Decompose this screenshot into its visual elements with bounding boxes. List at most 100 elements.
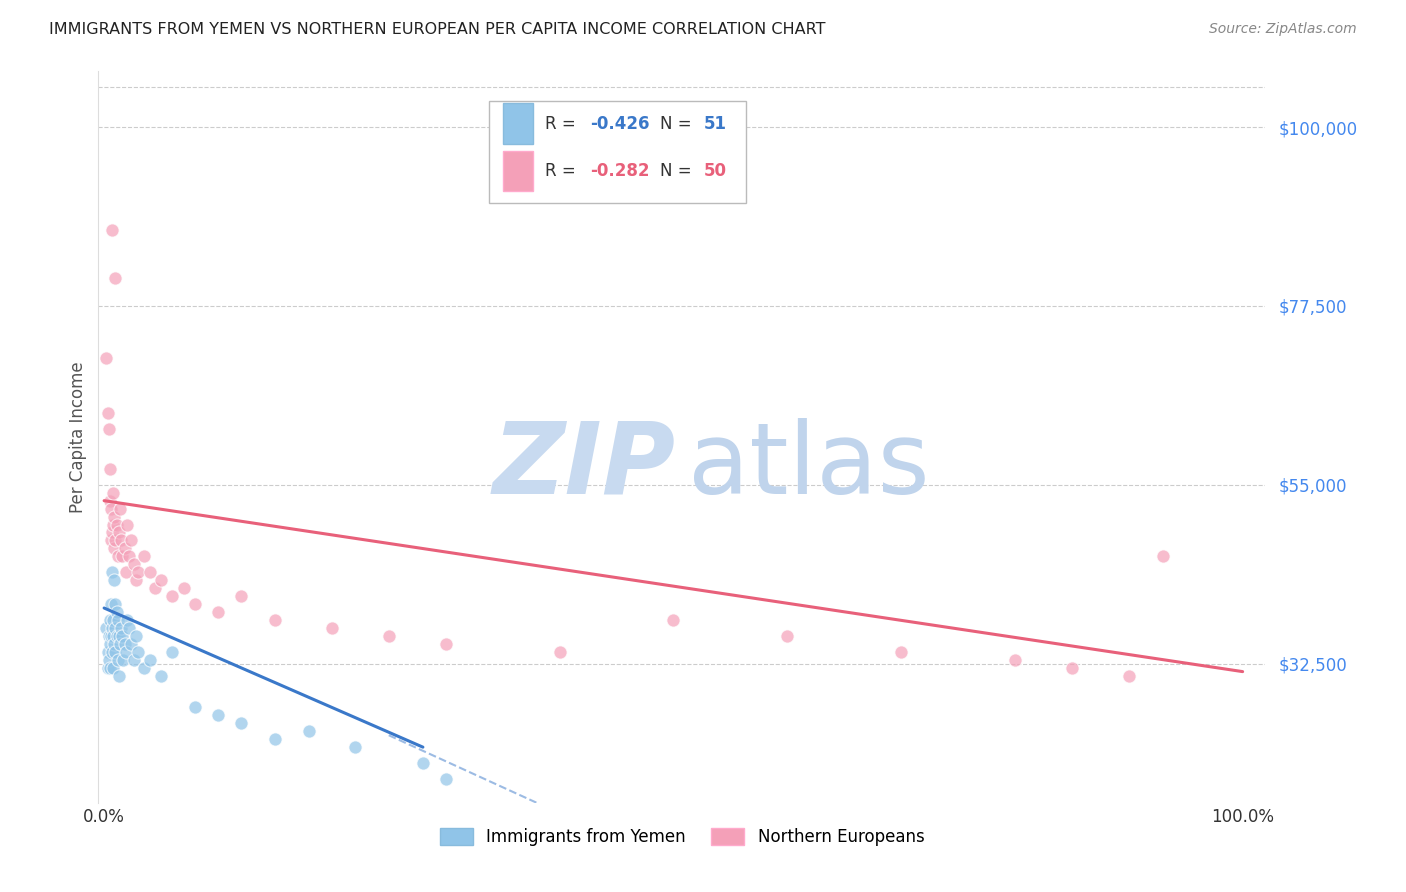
Point: [434, 772, 457, 786]
Point: [98, 493, 121, 508]
Point: [108, 501, 131, 516]
Point: [103, 629, 125, 643]
Point: [105, 629, 128, 643]
Point: [115, 613, 138, 627]
Point: [150, 573, 173, 587]
Point: [96, 660, 118, 674]
Point: [264, 732, 287, 747]
Point: [104, 597, 127, 611]
Point: [132, 549, 155, 564]
Point: [229, 716, 252, 731]
Legend: Immigrants from Yemen, Northern Europeans: Immigrants from Yemen, Northern European…: [433, 822, 931, 853]
Point: [97, 629, 120, 643]
Point: [96, 645, 118, 659]
Point: [103, 485, 125, 500]
Point: [890, 645, 912, 659]
Point: [127, 566, 149, 580]
Text: -0.426: -0.426: [589, 114, 650, 133]
Point: [103, 509, 125, 524]
Point: [112, 653, 135, 667]
Point: [548, 645, 571, 659]
Point: [122, 653, 145, 667]
Point: [107, 653, 129, 667]
Point: [103, 637, 125, 651]
Point: [96, 621, 118, 635]
Point: [100, 501, 122, 516]
Point: [207, 708, 229, 723]
Point: [108, 668, 131, 682]
Point: [98, 637, 121, 651]
Point: [118, 621, 141, 635]
Point: [229, 589, 252, 603]
Point: [125, 573, 148, 587]
Point: [114, 566, 136, 580]
Point: [343, 740, 366, 755]
Point: [103, 517, 125, 532]
Point: [184, 597, 207, 611]
Bar: [503, 103, 533, 144]
Text: R =: R =: [546, 161, 581, 179]
Point: [114, 541, 136, 556]
Point: [118, 549, 141, 564]
Point: [110, 621, 132, 635]
Point: [114, 645, 136, 659]
Point: [1060, 660, 1083, 674]
Point: [97, 653, 120, 667]
Point: [105, 517, 128, 532]
Point: [96, 406, 118, 420]
Point: [111, 549, 134, 564]
Point: [107, 549, 129, 564]
Point: [120, 637, 142, 651]
Text: N =: N =: [659, 114, 696, 133]
Point: [132, 660, 155, 674]
Point: [100, 629, 122, 643]
Point: [104, 271, 127, 285]
Point: [103, 573, 125, 587]
Point: [103, 660, 125, 674]
Point: [1004, 653, 1026, 667]
Text: N =: N =: [659, 161, 696, 179]
Y-axis label: Per Capita Income: Per Capita Income: [69, 361, 87, 513]
Point: [1152, 549, 1174, 564]
Text: atlas: atlas: [688, 417, 929, 515]
Point: [122, 558, 145, 572]
Point: [120, 533, 142, 548]
Point: [98, 613, 121, 627]
Point: [184, 700, 207, 714]
Point: [111, 629, 134, 643]
Point: [108, 525, 131, 540]
Point: [207, 605, 229, 619]
Point: [150, 668, 173, 682]
Text: IMMIGRANTS FROM YEMEN VS NORTHERN EUROPEAN PER CAPITA INCOME CORRELATION CHART: IMMIGRANTS FROM YEMEN VS NORTHERN EUROPE…: [49, 22, 825, 37]
Point: [434, 637, 457, 651]
Point: [321, 621, 343, 635]
Point: [101, 621, 124, 635]
Text: R =: R =: [546, 114, 581, 133]
Point: [104, 645, 127, 659]
Point: [107, 613, 129, 627]
Text: 50: 50: [704, 161, 727, 179]
Point: [662, 613, 685, 627]
FancyBboxPatch shape: [489, 101, 747, 203]
Point: [100, 533, 122, 548]
Point: [103, 541, 125, 556]
Point: [127, 645, 149, 659]
Point: [114, 637, 136, 651]
Point: [776, 629, 799, 643]
Point: [101, 223, 124, 237]
Point: [1118, 668, 1140, 682]
Point: [264, 613, 287, 627]
Point: [138, 653, 160, 667]
Point: [110, 533, 132, 548]
Point: [104, 621, 127, 635]
Point: [108, 629, 131, 643]
Point: [162, 645, 184, 659]
Point: [101, 645, 124, 659]
Point: [105, 605, 128, 619]
Point: [98, 462, 121, 476]
Text: -0.282: -0.282: [589, 161, 650, 179]
Point: [377, 629, 399, 643]
Point: [98, 660, 121, 674]
Text: 51: 51: [704, 114, 727, 133]
Point: [115, 517, 138, 532]
